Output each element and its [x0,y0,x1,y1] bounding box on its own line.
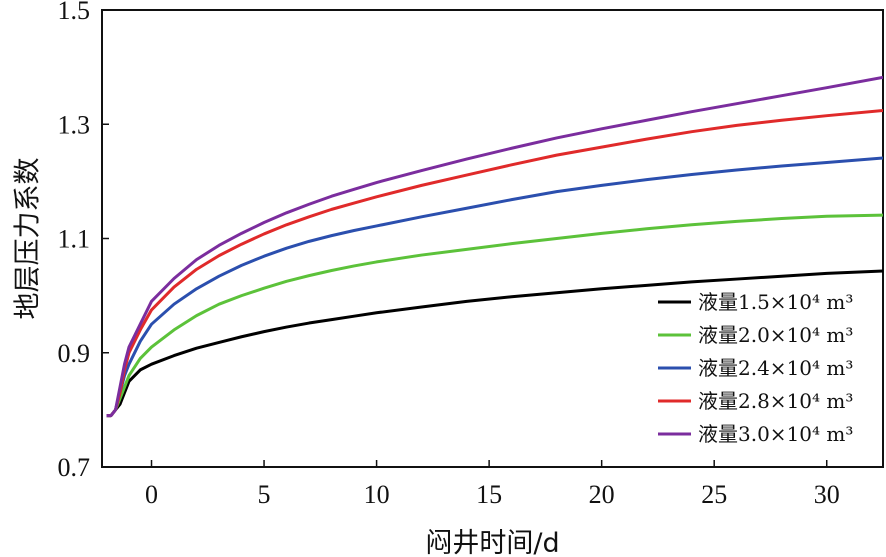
legend-label-4: 液量2.8×10⁴ m³ [698,389,853,413]
x-tick-label: 30 [814,480,840,509]
x-tick-label: 15 [476,480,502,509]
y-tick-label: 0.7 [58,453,91,482]
series-line-5 [106,75,883,418]
legend-label-5: 液量3.0×10⁴ m³ [698,422,853,446]
x-tick-label: 0 [145,480,158,509]
y-tick-label: 0.9 [58,339,91,368]
y-tick-label: 1.1 [58,225,91,254]
legend-label-1: 液量1.5×10⁴ m³ [698,290,853,314]
y-axis-title: 地层压力系数 [12,158,43,320]
series-layer [106,75,883,418]
x-tick-label: 5 [258,480,271,509]
series-line-3 [106,156,883,418]
x-axis-title: 闷井时间/d [425,528,559,557]
legend-label-2: 液量2.0×10⁴ m³ [698,323,853,347]
legend-label-3: 液量2.4×10⁴ m³ [698,356,853,380]
axes: 0 5 10 15 20 25 30 0.7 0.9 1.1 1.3 1.5 [58,0,840,509]
y-tick-label: 1.3 [58,110,91,139]
x-tick-label: 10 [364,480,390,509]
series-line-1 [106,269,883,418]
y-tick-label: 1.5 [58,0,91,25]
series-line-2 [106,213,883,418]
x-tick-label: 25 [701,480,727,509]
x-tick-label: 20 [589,480,615,509]
legend: 液量1.5×10⁴ m³ 液量2.0×10⁴ m³ 液量2.4×10⁴ m³ 液量2.… [658,290,853,446]
